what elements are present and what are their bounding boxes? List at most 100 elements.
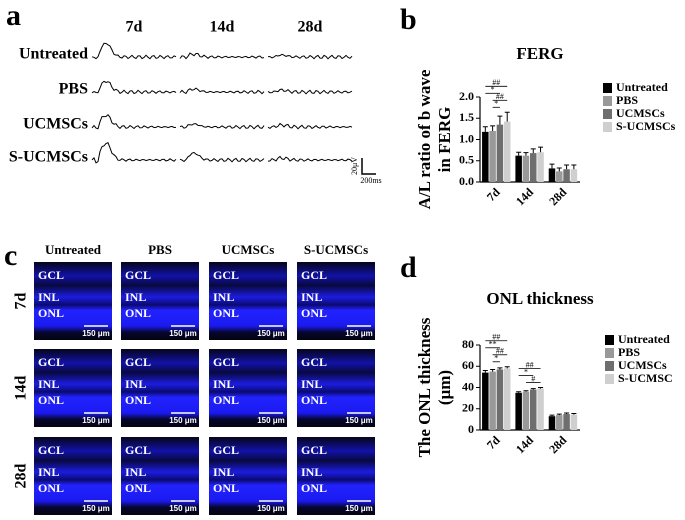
error-bar (523, 152, 529, 156)
layer-label: INL (213, 465, 234, 479)
chart-title: ONL thickness (486, 289, 594, 308)
y-tick-label: 0.0 (459, 174, 474, 188)
retina-image (209, 262, 287, 340)
legend-label: UCMSCs (618, 358, 667, 372)
legend-swatch (603, 122, 612, 132)
error-bar (482, 370, 488, 373)
legend-label: UCMSCs (616, 106, 665, 120)
bar (570, 414, 578, 430)
erg-trace (91, 113, 177, 130)
scale-bar-label: 150 μm (82, 504, 110, 513)
legend-label: S-UCMSCs (616, 119, 676, 133)
error-bar (497, 367, 503, 370)
x-tick-label: 14d (513, 185, 536, 208)
erg-trace (267, 88, 353, 95)
layer-label: ONL (38, 306, 64, 320)
x-tick-label: 7d (484, 185, 503, 204)
bar (548, 416, 556, 430)
y-tick-label: 40 (462, 379, 474, 393)
bar (556, 171, 563, 182)
error-bar (530, 148, 536, 154)
significance-label: ## (526, 360, 534, 369)
x-tick-label: 14d (513, 433, 536, 456)
legend-label: Untreated (618, 332, 670, 346)
y-axis-label: (μm) (435, 370, 454, 405)
erg-trace (91, 142, 177, 164)
bar (496, 124, 504, 182)
layer-label: GCL (301, 443, 327, 457)
erg-trace (179, 123, 265, 130)
layer-label: GCL (125, 268, 151, 282)
bar (482, 372, 489, 430)
layer-label: GCL (38, 268, 64, 282)
row-label: Untreated (19, 46, 88, 63)
erg-trace (91, 42, 177, 60)
bar (515, 155, 522, 182)
bar (537, 388, 544, 430)
layer-label: INL (213, 377, 234, 391)
column-header: UCMSCs (222, 242, 275, 257)
erg-trace (179, 151, 265, 163)
legend-swatch (603, 83, 612, 93)
y-tick-label: 0 (468, 422, 474, 436)
bar (548, 168, 556, 182)
layer-label: ONL (213, 481, 239, 495)
y-axis-label: in FERG (435, 107, 454, 173)
layer-label: GCL (213, 355, 239, 369)
legend-swatch (603, 109, 612, 119)
error-bar (516, 151, 522, 156)
scale-bar-label: 150 μm (345, 416, 373, 425)
scale-bar (361, 158, 376, 175)
error-bar (571, 413, 577, 415)
layer-label: ONL (38, 481, 64, 495)
error-bar (564, 412, 570, 415)
scale-label-x: 200ms (360, 176, 381, 185)
retina-image (121, 349, 199, 427)
layer-label: GCL (38, 443, 64, 457)
bar (563, 414, 570, 430)
scale-bar-label: 150 μm (257, 504, 285, 513)
scale-bar-label: 150 μm (82, 416, 110, 425)
layer-label: INL (301, 290, 322, 304)
erg-trace (179, 52, 265, 60)
layer-label: GCL (125, 355, 151, 369)
significance-label: ## (492, 333, 500, 342)
retina-image (209, 349, 287, 427)
bar (537, 152, 544, 182)
column-header: PBS (148, 242, 172, 257)
scale-bar-label: 150 μm (345, 329, 373, 338)
legend-swatch (605, 374, 614, 384)
column-header: 14d (210, 19, 235, 36)
error-bar (556, 167, 562, 172)
layer-label: INL (125, 290, 146, 304)
error-bar (490, 125, 496, 131)
layer-label: INL (38, 290, 59, 304)
y-tick-label: 2.0 (459, 89, 474, 103)
layer-label: INL (125, 465, 146, 479)
row-label: 7d (13, 292, 30, 309)
significance-label: ## (492, 78, 500, 87)
layer-label: GCL (301, 355, 327, 369)
bar (530, 389, 537, 430)
retina-image (34, 349, 112, 427)
layer-label: INL (301, 465, 322, 479)
error-bar (523, 390, 529, 392)
bar (515, 392, 522, 430)
bar (496, 369, 504, 430)
legend-swatch (603, 96, 612, 106)
error-bar (504, 366, 510, 369)
y-tick-label: 0.5 (459, 153, 474, 167)
bar (563, 169, 570, 182)
error-bar (538, 146, 544, 153)
error-bar (549, 163, 555, 169)
layer-label: ONL (301, 393, 327, 407)
x-tick-label: 7d (484, 433, 503, 452)
legend-label: S-UCMSC (618, 371, 673, 385)
significance-label: ## (496, 347, 504, 356)
panel-label: c (4, 239, 17, 272)
error-bar (564, 164, 570, 170)
layer-label: GCL (213, 443, 239, 457)
error-bar (538, 387, 544, 389)
y-axis-label: A/L ratio of b wave (415, 69, 434, 209)
column-header: S-UCMSCs (304, 242, 368, 257)
